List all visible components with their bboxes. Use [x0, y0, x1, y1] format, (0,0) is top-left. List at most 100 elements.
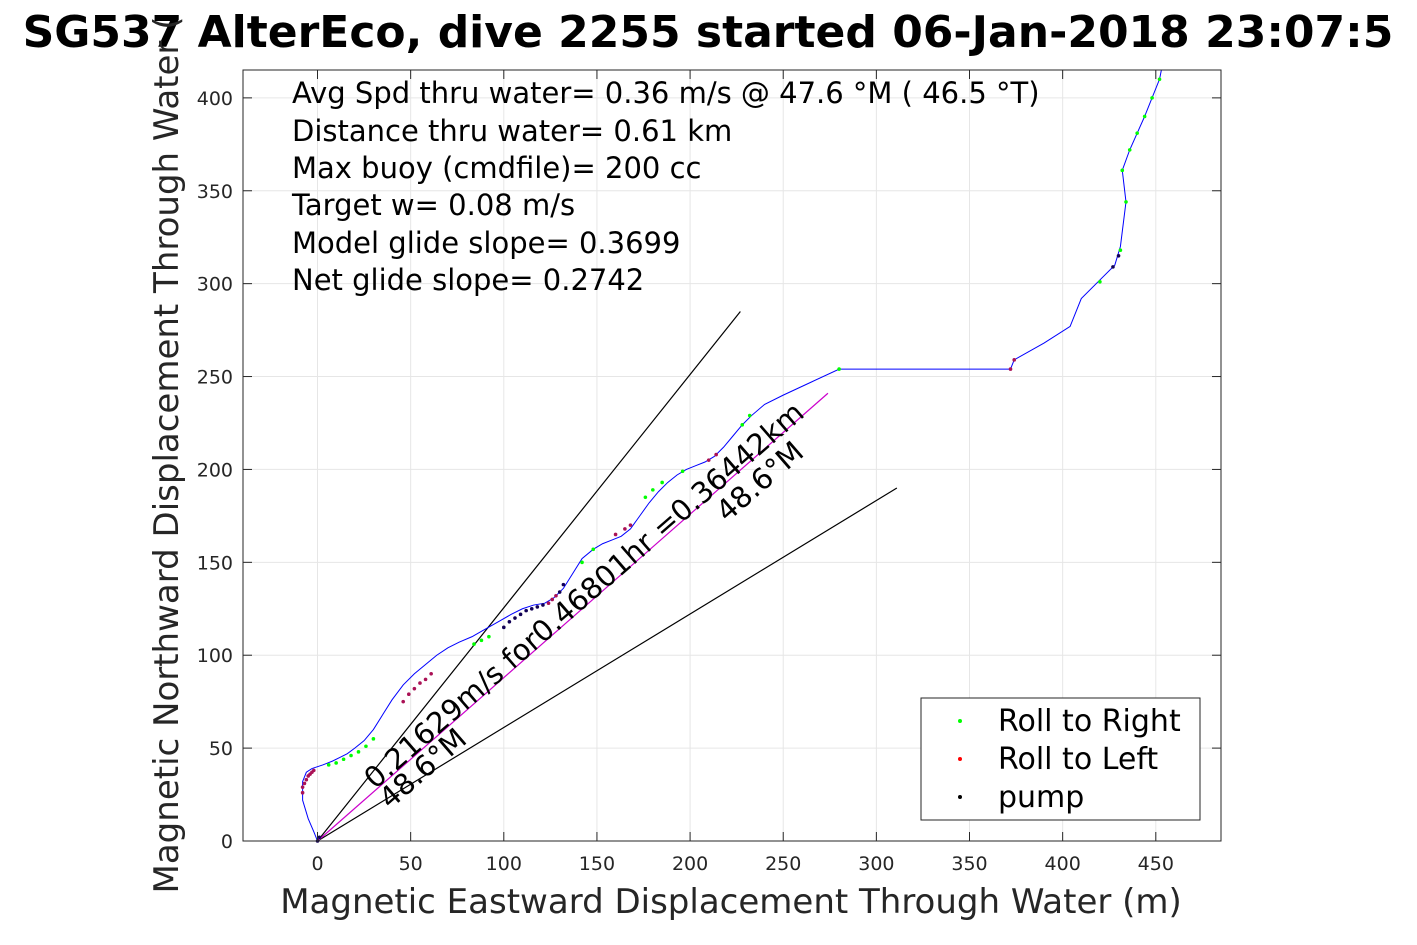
plot-frame	[242, 69, 1222, 842]
data-point	[623, 527, 627, 531]
reference-line	[317, 392, 829, 842]
data-point	[740, 423, 745, 427]
data-point	[747, 413, 752, 418]
y-tick-label: 50	[209, 738, 233, 760]
data-point	[1111, 265, 1115, 269]
data-point	[1116, 253, 1121, 258]
legend-marker-roll-right	[958, 719, 962, 723]
y-tick-label: 200	[197, 459, 233, 481]
data-point	[429, 671, 433, 676]
data-point	[349, 753, 353, 758]
data-point	[554, 593, 558, 598]
data-point	[1150, 96, 1154, 100]
data-point	[317, 835, 322, 840]
data-point	[628, 523, 633, 527]
legend-box	[920, 697, 1201, 821]
ticks: 0 50 100 150 200 250 300 350 400 450 0 50 100 150 200 2…	[197, 70, 1221, 875]
x-tick-label: 250	[765, 853, 801, 875]
data-point	[341, 757, 346, 762]
data-point	[1127, 148, 1132, 152]
reference-line	[317, 487, 898, 842]
data-point	[680, 469, 685, 474]
data-point	[311, 768, 316, 773]
data-point	[300, 785, 305, 789]
data-point	[513, 616, 517, 620]
chart-title: SG537 AlterEco, dive 2255 started 06-Jan…	[23, 7, 1394, 58]
data-point	[364, 744, 368, 749]
data-point	[507, 619, 512, 624]
data-point	[706, 458, 711, 462]
data-point	[660, 480, 664, 485]
data-point	[1012, 358, 1017, 362]
data-point	[502, 625, 506, 630]
data-point	[418, 681, 422, 685]
x-tick-label: 200	[672, 853, 708, 875]
data-point	[334, 761, 338, 765]
data-point	[356, 750, 361, 754]
x-tick-label: 450	[1138, 853, 1174, 875]
data-point	[541, 603, 545, 607]
annotation-avg-speed: Avg Spd thru water= 0.36 m/s @ 47.6 °M (…	[292, 76, 1040, 110]
data-point	[1098, 279, 1102, 284]
data-point	[613, 532, 618, 537]
data-point	[412, 686, 417, 691]
x-tick-label: 0	[311, 853, 323, 875]
data-point	[371, 737, 376, 741]
x-axis-label: Magnetic Eastward Displacement Through W…	[280, 882, 1182, 922]
y-tick-label: 0	[221, 831, 233, 853]
annotation-max-buoy: Max buoy (cmdfile)= 200 cc	[292, 151, 701, 185]
data-point	[550, 597, 555, 602]
data-point	[546, 601, 551, 605]
annotation-net-glide: Net glide slope= 0.2742	[292, 263, 644, 297]
data-point	[643, 495, 648, 500]
y-tick-label: 400	[197, 88, 233, 110]
legend: Roll to Right Roll to Left pump	[920, 697, 1201, 821]
data-point	[518, 612, 523, 617]
data-point	[561, 582, 566, 587]
annotations: Avg Spd thru water= 0.36 m/s @ 47.6 °M (…	[291, 76, 1040, 297]
data-point	[591, 547, 596, 552]
data-point	[1135, 131, 1139, 135]
reference-line	[317, 311, 741, 842]
data-point	[557, 590, 562, 594]
y-tick-label: 100	[197, 645, 233, 667]
data-point	[714, 452, 718, 457]
annotation-distance: Distance thru water= 0.61 km	[292, 114, 732, 148]
y-tick-label: 300	[197, 274, 233, 296]
data-point	[1157, 77, 1162, 82]
legend-marker-pump	[958, 795, 962, 799]
data-point	[837, 367, 841, 371]
data-point	[1124, 200, 1128, 204]
x-tick-label: 350	[951, 853, 987, 875]
data-point	[487, 634, 491, 639]
x-tick-label: 300	[858, 853, 894, 875]
data-point	[401, 699, 406, 704]
data-point	[326, 763, 331, 767]
legend-label-roll-right: Roll to Right	[998, 704, 1181, 739]
data-point	[406, 692, 411, 697]
y-tick-label: 350	[197, 181, 233, 203]
data-point	[535, 605, 540, 609]
x-tick-label: 50	[399, 853, 423, 875]
data-point	[524, 608, 528, 613]
legend-label-roll-left: Roll to Left	[998, 742, 1158, 777]
y-tick-label: 250	[197, 367, 233, 389]
markers	[300, 77, 1162, 843]
reference-lines	[317, 311, 898, 842]
data-point	[304, 777, 309, 782]
y-tick-label: 150	[197, 552, 233, 574]
data-point	[423, 677, 428, 682]
legend-marker-roll-left	[958, 757, 962, 761]
annotation-target-w: Target w= 0.08 m/s	[291, 188, 575, 222]
x-tick-label: 150	[579, 853, 615, 875]
data-point	[651, 488, 655, 492]
data-point	[580, 560, 584, 565]
track	[302, 69, 1162, 842]
data-point	[302, 781, 307, 786]
track-line	[302, 69, 1162, 842]
data-point	[479, 638, 484, 643]
data-point	[1008, 367, 1013, 371]
y-axis-label: Magnetic Northward Displacement Through …	[147, 17, 187, 894]
data-point	[472, 642, 476, 646]
